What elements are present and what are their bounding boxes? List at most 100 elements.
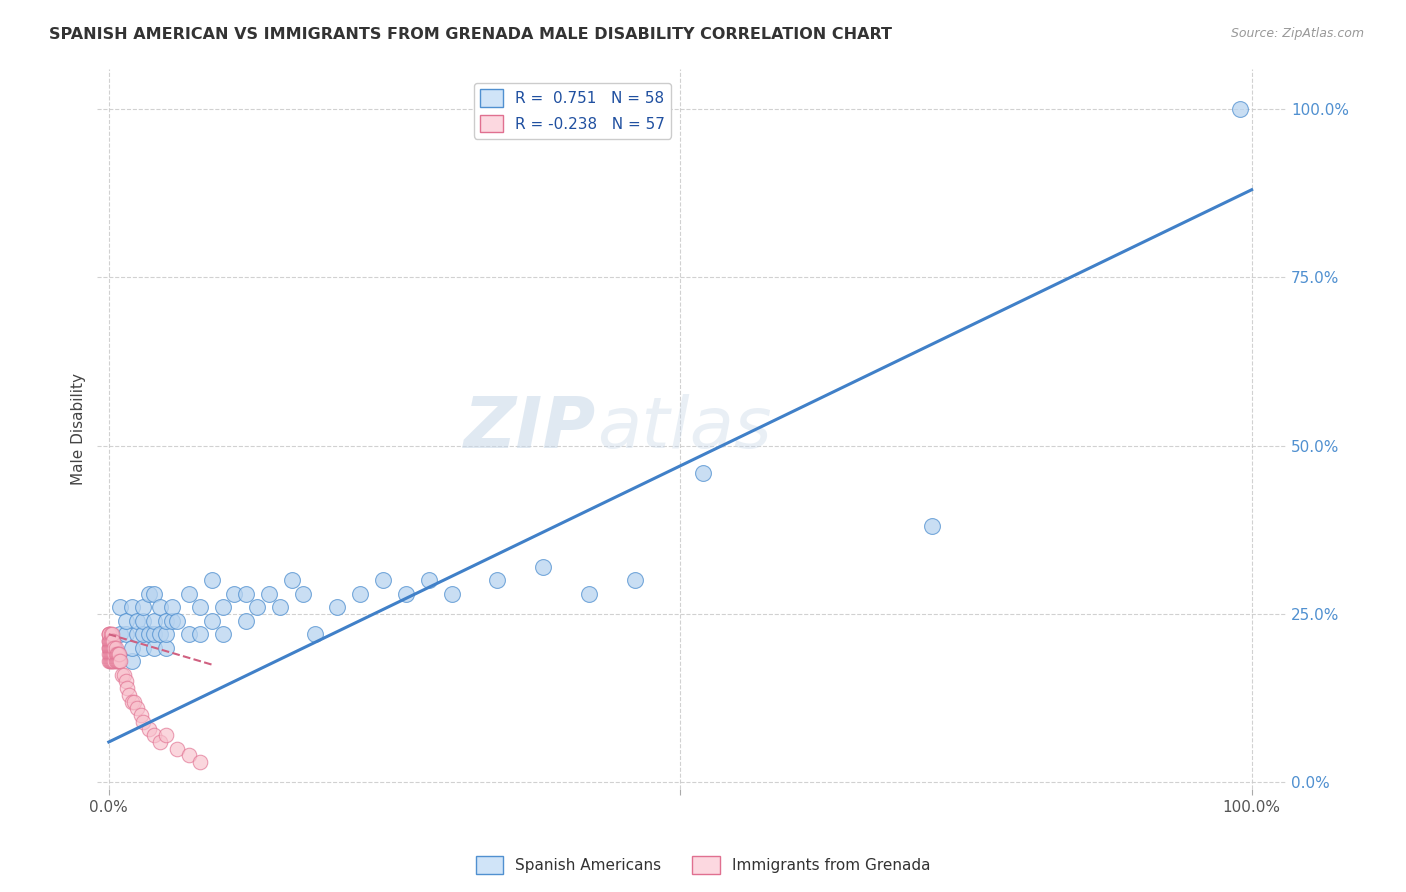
Point: [97, 627, 120, 641]
Point: [166, 614, 188, 628]
Point: [280, 574, 302, 588]
Point: [143, 640, 166, 655]
Point: [103, 640, 125, 655]
Point: [97, 627, 120, 641]
Point: [97, 654, 120, 668]
Point: [108, 648, 131, 662]
Point: [101, 640, 124, 655]
Point: [127, 701, 149, 715]
Point: [188, 600, 211, 615]
Point: [105, 648, 128, 662]
Point: [115, 627, 138, 641]
Point: [111, 667, 134, 681]
Point: [103, 654, 125, 668]
Point: [107, 654, 129, 668]
Point: [177, 627, 200, 641]
Point: [138, 587, 160, 601]
Point: [149, 735, 172, 749]
Point: [692, 466, 714, 480]
Point: [104, 654, 127, 668]
Point: [101, 654, 124, 668]
Point: [105, 654, 128, 668]
Point: [100, 640, 122, 655]
Point: [103, 648, 125, 662]
Point: [122, 695, 145, 709]
Point: [440, 587, 463, 601]
Point: [97, 634, 120, 648]
Point: [132, 600, 155, 615]
Point: [98, 634, 121, 648]
Point: [103, 640, 125, 655]
Point: [121, 600, 143, 615]
Point: [235, 587, 257, 601]
Point: [121, 695, 143, 709]
Point: [138, 722, 160, 736]
Point: [531, 560, 554, 574]
Point: [395, 587, 418, 601]
Point: [212, 627, 235, 641]
Point: [100, 634, 122, 648]
Point: [177, 748, 200, 763]
Point: [292, 587, 315, 601]
Text: Source: ZipAtlas.com: Source: ZipAtlas.com: [1230, 27, 1364, 40]
Point: [188, 627, 211, 641]
Point: [132, 614, 155, 628]
Point: [921, 519, 943, 533]
Point: [188, 755, 211, 769]
Point: [578, 587, 600, 601]
Point: [103, 654, 125, 668]
Text: atlas: atlas: [596, 394, 772, 463]
Point: [101, 634, 124, 648]
Point: [269, 600, 291, 615]
Legend: Spanish Americans, Immigrants from Grenada: Spanish Americans, Immigrants from Grena…: [470, 850, 936, 880]
Point: [349, 587, 371, 601]
Text: SPANISH AMERICAN VS IMMIGRANTS FROM GRENADA MALE DISABILITY CORRELATION CHART: SPANISH AMERICAN VS IMMIGRANTS FROM GREN…: [49, 27, 893, 42]
Point: [129, 708, 152, 723]
Point: [304, 627, 326, 641]
Point: [132, 627, 155, 641]
Point: [108, 654, 131, 668]
Point: [97, 640, 120, 655]
Point: [127, 627, 149, 641]
Point: [212, 600, 235, 615]
Point: [132, 714, 155, 729]
Point: [371, 574, 394, 588]
Point: [100, 648, 122, 662]
Point: [1229, 102, 1251, 116]
Point: [103, 640, 125, 655]
Point: [104, 640, 127, 655]
Point: [104, 648, 127, 662]
Point: [97, 634, 120, 648]
Point: [149, 600, 172, 615]
Point: [103, 634, 125, 648]
Point: [143, 627, 166, 641]
Point: [100, 654, 122, 668]
Point: [149, 627, 172, 641]
Point: [160, 614, 183, 628]
Point: [418, 574, 440, 588]
Point: [326, 600, 349, 615]
Point: [246, 600, 269, 615]
Point: [177, 587, 200, 601]
Point: [98, 654, 121, 668]
Point: [143, 587, 166, 601]
Point: [98, 648, 121, 662]
Point: [235, 614, 257, 628]
Point: [108, 654, 131, 668]
Point: [155, 614, 177, 628]
Point: [138, 627, 160, 641]
Point: [108, 627, 131, 641]
Point: [160, 600, 183, 615]
Point: [155, 627, 177, 641]
Point: [143, 728, 166, 742]
Y-axis label: Male Disability: Male Disability: [72, 373, 86, 485]
Point: [155, 640, 177, 655]
Point: [98, 640, 121, 655]
Point: [103, 648, 125, 662]
Point: [118, 688, 141, 702]
Legend: R =  0.751   N = 58, R = -0.238   N = 57: R = 0.751 N = 58, R = -0.238 N = 57: [474, 83, 672, 138]
Point: [132, 640, 155, 655]
Point: [112, 667, 135, 681]
Point: [201, 574, 224, 588]
Point: [97, 640, 120, 655]
